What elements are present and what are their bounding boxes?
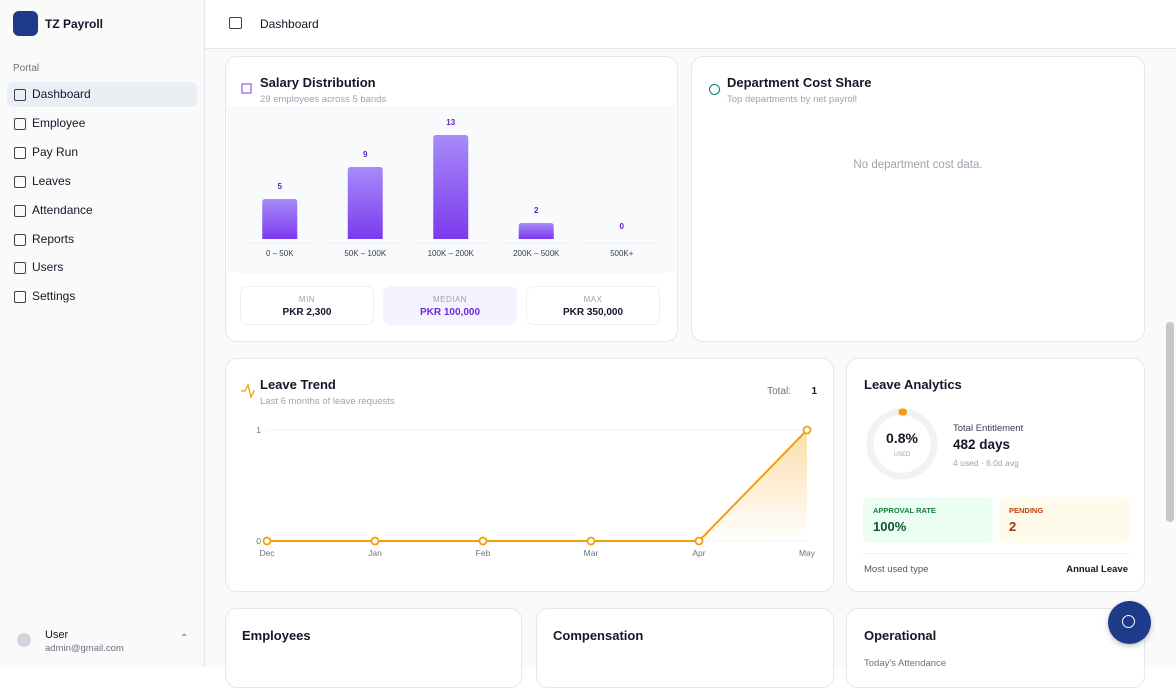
stat-label: MIN	[298, 295, 316, 304]
sidebar-toggle[interactable]	[229, 17, 242, 29]
user-menu-icon[interactable]: ⌃	[180, 633, 189, 644]
pie-icon	[709, 84, 720, 95]
card-title: Operational	[864, 628, 937, 643]
card-title: Salary Distribution	[260, 75, 376, 90]
nav-item[interactable]: Leaves	[7, 169, 197, 194]
compensation-card: Compensation	[536, 608, 834, 688]
nav-icon	[14, 233, 26, 246]
most-used-value: Annual Leave	[1066, 564, 1128, 575]
scrollbar[interactable]	[1166, 322, 1174, 522]
total-value: 1	[811, 386, 817, 397]
user-email: admin@gmail.com	[45, 643, 124, 654]
stat-box: MAX PKR 350,000	[526, 286, 660, 325]
nav-item[interactable]: Users	[7, 255, 197, 280]
card-subtitle: Top departments by net payroll	[727, 94, 857, 105]
nav-item[interactable]: Attendance	[7, 198, 197, 223]
chart-bg	[227, 106, 676, 272]
leave-analytics-card: Leave Analytics Total Entitlement 482 da…	[846, 358, 1145, 592]
card-title: Leave Trend	[260, 377, 336, 392]
stat-box: MEDIAN PKR 100,000	[383, 286, 517, 325]
topbar: Dashboard	[205, 0, 1176, 49]
nav-item[interactable]: Dashboard	[7, 82, 197, 107]
nav-icon	[14, 146, 26, 159]
card-title: Department Cost Share	[727, 75, 872, 90]
stat-label: MEDIAN	[432, 295, 468, 304]
pending-value: 2	[1009, 519, 1017, 534]
stat-value: PKR 2,300	[282, 307, 332, 318]
logo	[13, 11, 38, 36]
stat-value: PKR 100,000	[419, 307, 481, 318]
nav-icon	[14, 204, 26, 217]
nav-icon	[14, 262, 26, 275]
leave-trend-card: Leave Trend Last 6 months of leave reque…	[225, 358, 834, 592]
approval-value: 100%	[873, 519, 907, 534]
stat-box: MIN PKR 2,300	[240, 286, 374, 325]
stat-value: PKR 350,000	[562, 307, 624, 318]
empty-message: No department cost data.	[853, 159, 983, 171]
approval-label: APPROVAL RATE	[873, 506, 936, 515]
most-used-label: Most used type	[864, 564, 929, 575]
user-name[interactable]: User	[45, 629, 69, 641]
nav-item[interactable]: Settings	[7, 284, 197, 309]
approval-box: APPROVAL RATE 100%	[863, 497, 993, 543]
entitlement-note: 4 used · 6.0d avg	[953, 458, 1019, 468]
card-title: Compensation	[553, 628, 644, 643]
nav-icon	[14, 175, 26, 188]
nav-icon	[14, 291, 26, 304]
divider	[863, 553, 1129, 554]
app-name: TZ Payroll	[45, 17, 104, 31]
chat-button[interactable]	[1108, 601, 1151, 644]
card-title: Leave Analytics	[864, 377, 962, 392]
page-title: Dashboard	[260, 17, 319, 31]
stat-label: MAX	[583, 295, 603, 304]
nav-item[interactable]: Employee	[7, 111, 197, 136]
nav-icon	[14, 117, 26, 130]
pending-label: PENDING	[1009, 506, 1044, 515]
employees-card: Employees	[225, 608, 522, 688]
pending-box: PENDING 2	[999, 497, 1129, 543]
nav-icon	[14, 89, 26, 101]
card-subtitle: Last 6 months of leave requests	[260, 396, 395, 407]
sidebar: TZ Payroll Portal Dashboard Employee Pay R…	[0, 0, 205, 667]
attendance-label: Today's Attendance	[864, 658, 947, 669]
section-label: Portal	[13, 63, 40, 74]
entitlement-label: Total Entitlement	[953, 423, 1024, 434]
card-title: Employees	[242, 628, 311, 643]
nav-item[interactable]: Reports	[7, 227, 197, 252]
nav-item[interactable]: Pay Run	[7, 140, 197, 165]
department-card: Department Cost Share Top departments by…	[691, 56, 1145, 342]
chat-icon	[1122, 615, 1135, 628]
operational-card: Operational Today's Attendance	[846, 608, 1145, 688]
total-label: Total:	[767, 386, 791, 397]
card-subtitle: 29 employees across 5 bands	[260, 94, 387, 105]
entitlement-value: 482 days	[953, 437, 1011, 452]
avatar	[17, 633, 31, 647]
